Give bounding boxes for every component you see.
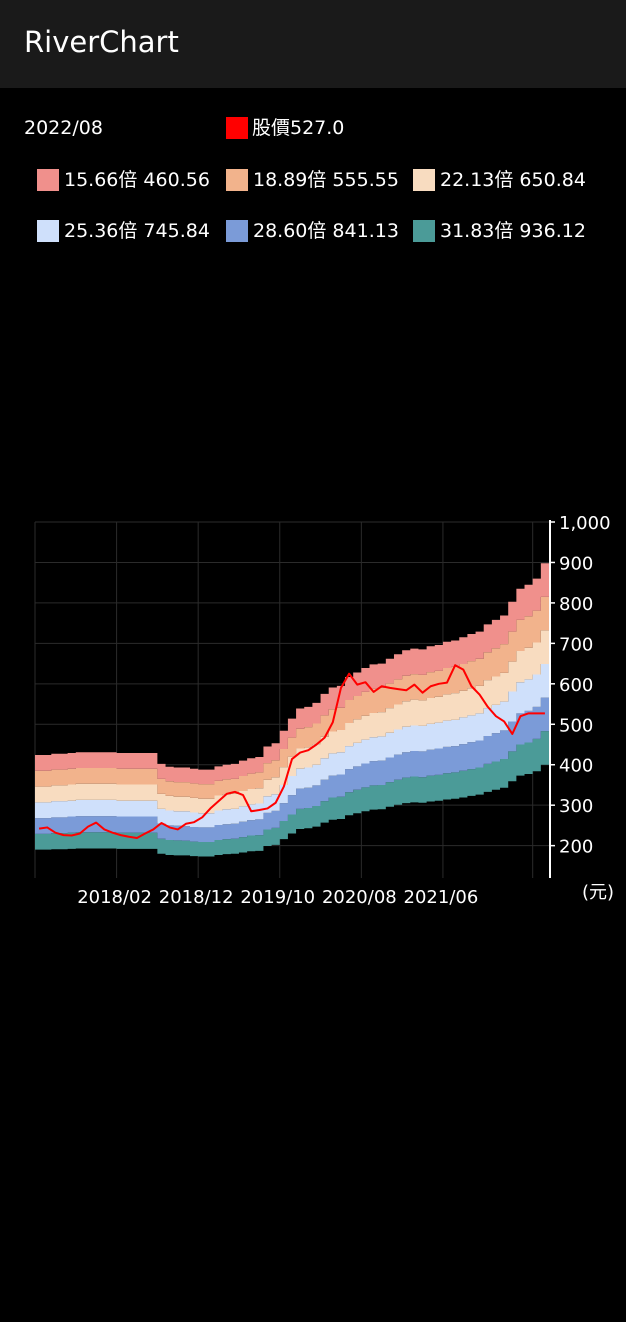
legend-item-22-13: 22.13倍 650.84 (413, 168, 586, 192)
legend-label: 31.83倍 936.12 (440, 220, 586, 242)
legend-item-28-60: 28.60倍 841.13 (226, 219, 399, 243)
line-layer (38, 664, 545, 839)
x-tick-label: 2018/12 (159, 887, 234, 908)
price-legend: 股價527.0 (226, 116, 344, 140)
legend-swatch (413, 220, 435, 242)
band-31.83倍 (35, 563, 549, 785)
y-tick-label: 1,000 (559, 513, 611, 534)
legend-swatch (226, 169, 248, 191)
app-title: RiverChart (24, 25, 179, 59)
price-swatch (226, 117, 248, 139)
price-line (38, 664, 545, 839)
legend-swatch (413, 169, 435, 191)
price-legend-label: 股價527.0 (252, 117, 345, 139)
x-tick-label: 2019/10 (240, 887, 315, 908)
y-tick-label: 200 (559, 837, 593, 858)
legend-label: 25.36倍 745.84 (64, 220, 210, 242)
y-tick-label: 400 (559, 756, 593, 777)
legend-item-25-36: 25.36倍 745.84 (37, 219, 210, 243)
x-tick-label: 2020/08 (322, 887, 397, 908)
unit-label: (元) (582, 882, 614, 903)
band-25.36倍 (35, 630, 549, 814)
legend-swatch (37, 220, 59, 242)
band-22.13倍 (35, 664, 549, 828)
y-tick-label: 700 (559, 634, 593, 655)
legend-item-31-83: 31.83倍 936.12 (413, 219, 586, 243)
y-tick-label: 900 (559, 553, 593, 574)
app-bar: RiverChart (0, 0, 626, 88)
y-tick-label: 600 (559, 675, 593, 696)
y-tick-label: 800 (559, 594, 593, 615)
x-tick-label: 2018/02 (77, 887, 152, 908)
axis-layer (549, 520, 555, 878)
legend-label: 22.13倍 650.84 (440, 169, 586, 191)
y-tick-label: 500 (559, 715, 593, 736)
legend-item-18-89: 18.89倍 555.55 (226, 168, 399, 192)
date-label: 2022/08 (24, 117, 103, 139)
band-15.66倍 (35, 731, 549, 857)
legend-label: 28.60倍 841.13 (253, 220, 399, 242)
label-layer: 200 300 400 500 600 700 800 900 1,000 2018/02 2018… (77, 513, 614, 908)
legend-label: 18.89倍 555.55 (253, 169, 399, 191)
legend-swatch (226, 220, 248, 242)
legend-label: 15.66倍 460.56 (64, 169, 210, 191)
x-tick-label: 2021/06 (404, 887, 479, 908)
legend-item-15-66: 15.66倍 460.56 (37, 168, 210, 192)
river-chart[interactable]: 200 300 400 500 600 700 800 900 1,000 2018/02 2018… (0, 500, 626, 930)
band-layer (35, 563, 549, 857)
legend-swatch (37, 169, 59, 191)
band-28.60倍 (35, 596, 549, 799)
y-tick-label: 300 (559, 796, 593, 817)
river-chart-svg[interactable]: 200 300 400 500 600 700 800 900 1,000 2018/02 2018… (0, 500, 626, 930)
